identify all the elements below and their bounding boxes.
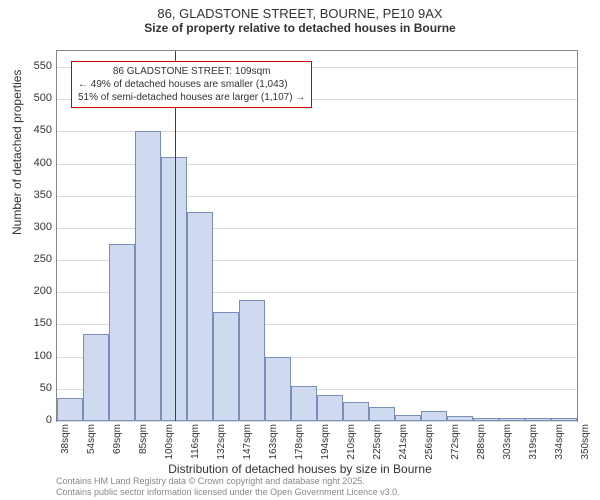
histogram-bar <box>187 212 213 421</box>
xtick-label: 54sqm <box>86 424 97 464</box>
xtick-label: 100sqm <box>164 424 175 464</box>
histogram-bar <box>317 395 343 421</box>
histogram-bar <box>57 398 83 421</box>
xtick-label: 350sqm <box>580 424 591 464</box>
ytick-label: 400 <box>12 157 52 169</box>
attribution-line-2: Contains public sector information licen… <box>56 487 400 498</box>
callout-line: ← 49% of detached houses are smaller (1,… <box>78 78 305 91</box>
xtick-label: 272sqm <box>450 424 461 464</box>
ytick-label: 200 <box>12 285 52 297</box>
xtick-label: 85sqm <box>138 424 149 464</box>
xtick-label: 38sqm <box>60 424 71 464</box>
ytick-label: 100 <box>12 350 52 362</box>
histogram-bar <box>239 300 265 421</box>
xtick-label: 116sqm <box>190 424 201 464</box>
ytick-label: 550 <box>12 60 52 72</box>
xtick-label: 319sqm <box>528 424 539 464</box>
histogram-bar <box>551 418 577 421</box>
histogram-bar <box>525 418 551 421</box>
histogram-bar <box>291 386 317 421</box>
histogram-bar <box>161 157 187 421</box>
xtick-label: 69sqm <box>112 424 123 464</box>
xtick-label: 241sqm <box>398 424 409 464</box>
chart-container: 86, GLADSTONE STREET, BOURNE, PE10 9AX S… <box>0 0 600 500</box>
histogram-bar <box>135 131 161 421</box>
attribution-text: Contains HM Land Registry data © Crown c… <box>56 476 400 498</box>
histogram-bar <box>499 418 525 421</box>
histogram-bar <box>109 244 135 421</box>
histogram-bar <box>213 312 239 421</box>
callout-box: 86 GLADSTONE STREET: 109sqm← 49% of deta… <box>71 61 312 108</box>
histogram-bar <box>343 402 369 421</box>
ytick-label: 50 <box>12 382 52 394</box>
x-axis-label: Distribution of detached houses by size … <box>0 462 600 476</box>
ytick-label: 150 <box>12 317 52 329</box>
ytick-label: 350 <box>12 189 52 201</box>
chart-subtitle: Size of property relative to detached ho… <box>0 21 600 39</box>
xtick-label: 210sqm <box>346 424 357 464</box>
ytick-label: 0 <box>12 414 52 426</box>
xtick-label: 163sqm <box>268 424 279 464</box>
gridline <box>57 421 577 422</box>
callout-line: 86 GLADSTONE STREET: 109sqm <box>78 65 305 78</box>
plot-area: 86 GLADSTONE STREET: 109sqm← 49% of deta… <box>56 50 578 422</box>
histogram-bar <box>473 418 499 421</box>
histogram-bar <box>83 334 109 421</box>
histogram-bar <box>369 407 395 421</box>
ytick-label: 500 <box>12 92 52 104</box>
xtick-label: 334sqm <box>554 424 565 464</box>
xtick-label: 288sqm <box>476 424 487 464</box>
callout-line: 51% of semi-detached houses are larger (… <box>78 91 305 104</box>
histogram-bar <box>395 415 421 421</box>
histogram-bar <box>265 357 291 421</box>
xtick-label: 225sqm <box>372 424 383 464</box>
xtick-label: 132sqm <box>216 424 227 464</box>
histogram-bar <box>421 411 447 421</box>
histogram-bar <box>447 416 473 421</box>
chart-title: 86, GLADSTONE STREET, BOURNE, PE10 9AX <box>0 0 600 21</box>
xtick-label: 303sqm <box>502 424 513 464</box>
ytick-label: 250 <box>12 253 52 265</box>
ytick-label: 300 <box>12 221 52 233</box>
xtick-label: 178sqm <box>294 424 305 464</box>
xtick-label: 256sqm <box>424 424 435 464</box>
ytick-label: 450 <box>12 124 52 136</box>
xtick-label: 147sqm <box>242 424 253 464</box>
xtick-label: 194sqm <box>320 424 331 464</box>
attribution-line-1: Contains HM Land Registry data © Crown c… <box>56 476 400 487</box>
